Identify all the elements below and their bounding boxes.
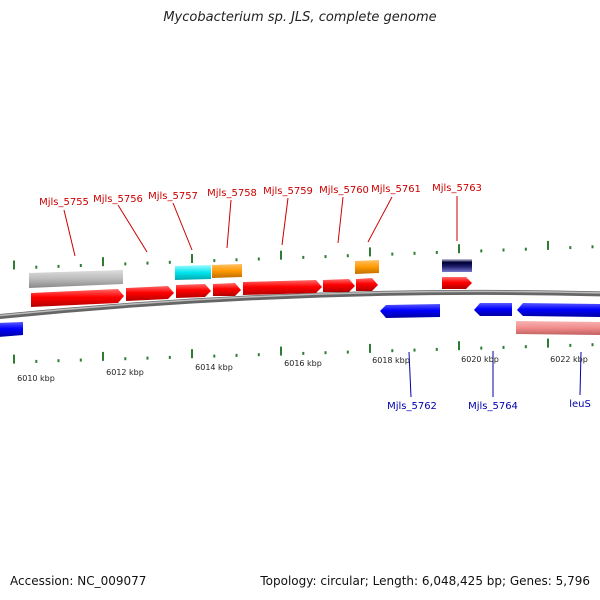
gene-mjls-5760[interactable] bbox=[323, 279, 355, 292]
scale-label-6014: 6014 kbp bbox=[195, 363, 233, 372]
scale-label-6022: 6022 kbp bbox=[550, 355, 588, 364]
label-leus: leuS bbox=[569, 399, 591, 410]
genome-backbone bbox=[0, 289, 600, 320]
gene-mjls-5756[interactable] bbox=[126, 286, 174, 301]
feature-orange-1 bbox=[212, 264, 242, 278]
scale-label-6012: 6012 kbp bbox=[106, 368, 144, 377]
gene-leus[interactable] bbox=[517, 303, 600, 317]
gene-mjls-5758[interactable] bbox=[213, 283, 241, 296]
feature-cyan bbox=[175, 265, 211, 280]
scale-label-6018: 6018 kbp bbox=[372, 356, 410, 365]
feature-navy bbox=[442, 259, 472, 272]
label-mjls-5764: Mjls_5764 bbox=[468, 401, 518, 412]
scale-label-6010: 6010 kbp bbox=[17, 374, 55, 383]
gene-mjls-5761[interactable] bbox=[356, 278, 378, 291]
tick-row-bottom bbox=[13, 338, 594, 364]
scale-label-6020: 6020 kbp bbox=[461, 355, 499, 364]
label-mjls-5756: Mjls_5756 bbox=[93, 194, 143, 205]
topology-label: Topology: circular; Length: 6,048,425 bp… bbox=[260, 574, 590, 588]
gene-mjls-5764[interactable] bbox=[474, 303, 512, 316]
label-mjls-5762: Mjls_5762 bbox=[387, 401, 437, 412]
label-mjls-5757: Mjls_5757 bbox=[148, 191, 198, 202]
map-title: Mycobacterium sp. JLS, complete genome bbox=[163, 10, 437, 25]
label-mjls-5759: Mjls_5759 bbox=[263, 186, 313, 197]
gene-mjls-5763[interactable] bbox=[442, 277, 472, 289]
gene-mjls-5755[interactable] bbox=[31, 289, 124, 307]
label-mjls-5763: Mjls_5763 bbox=[432, 183, 482, 194]
gene-mjls-5759[interactable] bbox=[243, 280, 322, 295]
feature-grey bbox=[29, 270, 123, 288]
feature-pink bbox=[516, 321, 600, 335]
genome-backbone-highlight bbox=[0, 290, 600, 317]
tick-row-top bbox=[13, 240, 594, 270]
gene-mjls-5757[interactable] bbox=[176, 284, 211, 298]
label-mjls-5760: Mjls_5760 bbox=[319, 185, 369, 196]
reverse-label-leaders bbox=[408, 351, 582, 398]
label-mjls-5755: Mjls_5755 bbox=[39, 197, 89, 208]
gene-left-edge[interactable] bbox=[0, 322, 23, 337]
scale-label-6016: 6016 kbp bbox=[284, 359, 322, 368]
feature-orange-2 bbox=[355, 260, 379, 274]
label-mjls-5761: Mjls_5761 bbox=[371, 184, 421, 195]
gene-mjls-5762[interactable] bbox=[380, 304, 440, 318]
forward-label-leaders bbox=[63, 196, 458, 257]
label-mjls-5758: Mjls_5758 bbox=[207, 188, 257, 199]
accession-label: Accession: NC_009077 bbox=[10, 574, 147, 588]
